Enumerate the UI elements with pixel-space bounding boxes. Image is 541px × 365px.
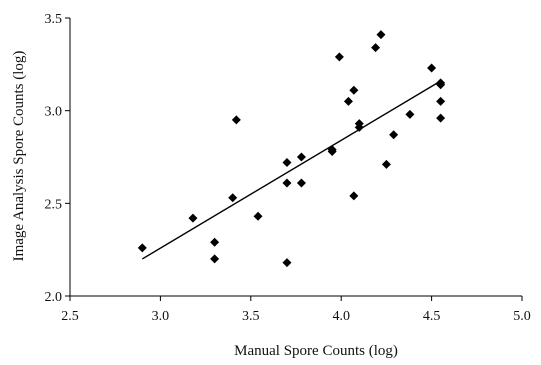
data-point (282, 158, 292, 168)
data-point (137, 243, 147, 253)
axes: 2.5 3.0 3.5 4.0 4.5 5.0 2.0 2.5 3.0 3.5 (45, 12, 531, 324)
points-layer (137, 30, 446, 268)
data-point (436, 113, 446, 123)
y-tick-label: 2.5 (45, 197, 63, 212)
data-point (371, 43, 381, 53)
y-tick-label: 2.0 (45, 290, 63, 305)
data-point (427, 63, 437, 73)
data-point (436, 96, 446, 106)
x-tick-label: 2.5 (61, 309, 79, 324)
data-point (296, 152, 306, 162)
x-tick-label: 4.5 (423, 309, 441, 324)
data-point (436, 80, 446, 90)
y-tick-label: 3.0 (45, 105, 63, 120)
data-point (282, 258, 292, 268)
x-axis-label: Manual Spore Counts (log) (234, 343, 398, 359)
y-tick-label: 3.5 (45, 12, 63, 27)
data-point (188, 213, 198, 223)
data-point (253, 211, 263, 221)
data-point (210, 254, 220, 264)
data-point (231, 115, 241, 125)
x-tick-label: 4.0 (332, 309, 350, 324)
data-point (210, 237, 220, 247)
data-point (282, 178, 292, 188)
data-point (228, 193, 238, 203)
x-tick-label: 5.0 (513, 309, 531, 324)
data-point (343, 96, 353, 106)
data-point (381, 159, 391, 169)
x-tick-label: 3.0 (152, 309, 170, 324)
data-point (327, 146, 337, 156)
data-point (376, 30, 386, 40)
data-point (349, 85, 359, 95)
x-tick-label: 3.5 (242, 309, 260, 324)
trendline (141, 80, 441, 260)
data-point (389, 130, 399, 140)
trendline-layer (141, 80, 441, 260)
data-point (334, 52, 344, 62)
y-axis-label: Image Analysis Spore Counts (log) (11, 51, 27, 262)
data-point (354, 122, 364, 132)
data-point (405, 109, 415, 119)
data-point (349, 191, 359, 201)
data-point (296, 178, 306, 188)
